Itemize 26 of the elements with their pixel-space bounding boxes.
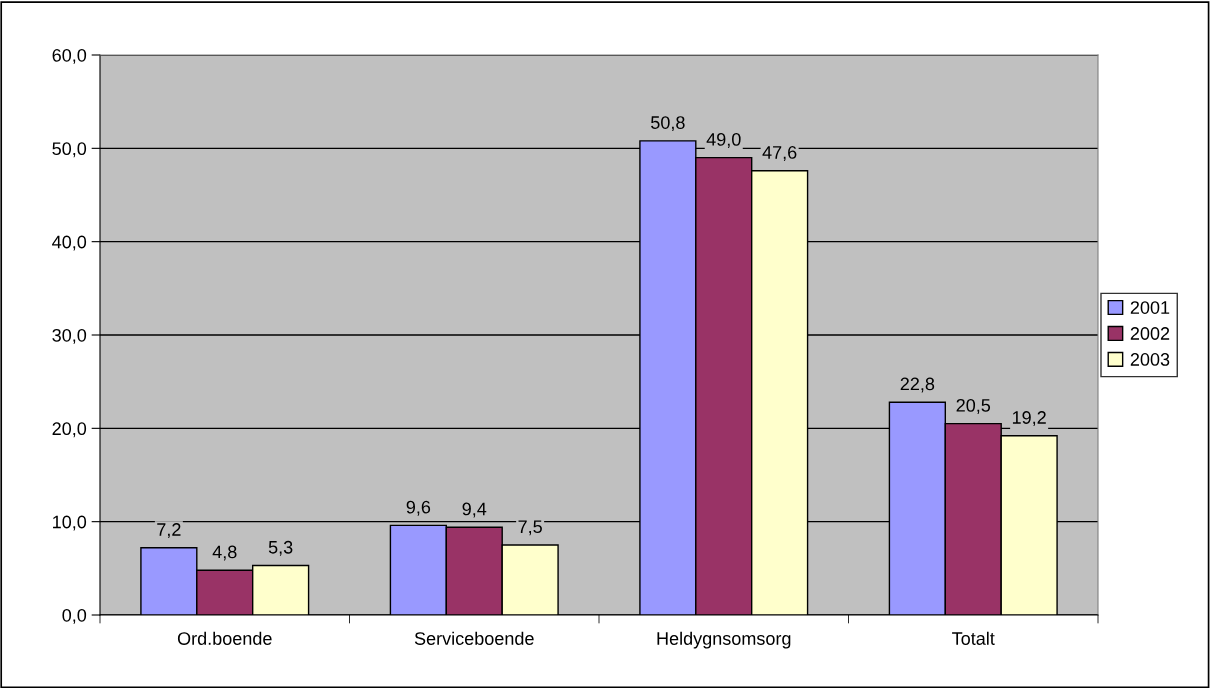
data-label: 5,3 <box>268 540 293 556</box>
data-label: 7,2 <box>157 523 181 539</box>
legend-label: 2003 <box>1130 353 1170 366</box>
data-label: 50,8 <box>651 116 685 132</box>
legend-label: 2002 <box>1130 327 1170 340</box>
x-tick-label: Serviceboende <box>414 631 534 645</box>
y-tick-label: 60,0 <box>52 48 87 64</box>
data-label: 19,2 <box>1012 411 1046 427</box>
data-label: 20,5 <box>956 398 991 414</box>
data-label: 9,4 <box>462 502 487 518</box>
data-label: 49,0 <box>706 132 741 148</box>
legend-label: 2001 <box>1130 301 1170 314</box>
x-tick-label: Ord.boende <box>177 631 272 645</box>
x-tick-label: Heldygnsomsorg <box>657 631 791 649</box>
data-label: 47,6 <box>762 146 797 161</box>
y-tick-label: 0,0 <box>62 608 87 624</box>
data-label: 22,8 <box>900 377 935 393</box>
y-tick-label: 20,0 <box>52 422 87 438</box>
data-label: 4,8 <box>212 545 237 561</box>
y-tick-label: 30,0 <box>52 328 87 344</box>
y-tick-label: 40,0 <box>52 235 87 251</box>
data-label: 9,6 <box>406 500 431 516</box>
y-tick-label: 10,0 <box>53 515 87 531</box>
x-tick-label: Totalt <box>952 631 995 645</box>
y-tick-label: 50,0 <box>52 142 87 158</box>
data-label: 7,5 <box>518 520 542 536</box>
